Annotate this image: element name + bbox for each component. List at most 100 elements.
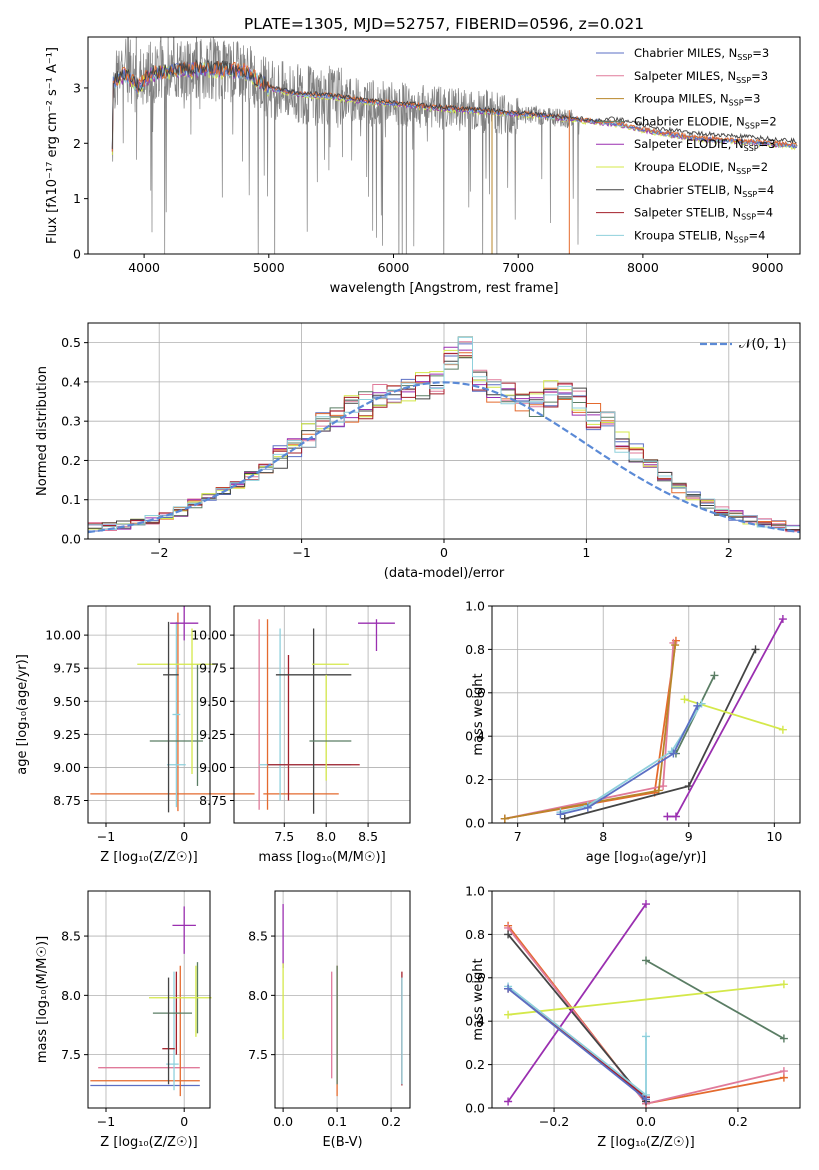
legend-label: Chabrier MILES, NSSP=3 <box>634 46 769 62</box>
x-tick-label: 1 <box>582 545 590 560</box>
data-point <box>778 725 787 734</box>
mass-weight-vs-age-panel: 7 8 9 10 0.0 0.2 0.4 0.6 0.8 1.0 age [log₁₀(age/yr… <box>465 599 801 865</box>
y-tick-label: 0.0 <box>61 532 81 547</box>
data-point <box>663 812 672 821</box>
x-tick-label: 7 <box>514 829 522 844</box>
data-point <box>504 1097 513 1106</box>
y-tick-label: 2 <box>73 136 81 151</box>
y-tick-label: 9.75 <box>53 661 81 676</box>
axes-frame <box>87 36 801 255</box>
axes-frame <box>87 605 211 824</box>
data-point <box>560 814 569 823</box>
x-axis-label: mass [log₁₀(M/M☉)] <box>258 850 385 865</box>
series-line <box>504 644 676 820</box>
spectrum-lines <box>111 37 798 254</box>
x-axis-label: E(B-V) <box>322 1135 362 1150</box>
data-point <box>583 803 592 812</box>
legend-label: Salpeter ELODIE, NSSP=3 <box>634 137 776 153</box>
mass-weight-vs-metallicity-panel: −0.2 0.0 0.2 0.0 0.2 0.4 0.6 0.8 1.0 Z [log₁₀(Z/Z… <box>465 884 801 1150</box>
x-tick-label: 9 <box>685 829 693 844</box>
legend-label: Kroupa ELODIE, NSSP=2 <box>634 160 768 176</box>
legend-label: 𝒩(0, 1) <box>739 337 786 352</box>
y-tick-label: 9.25 <box>199 727 227 742</box>
x-axis-label: wavelength [Angstrom, rest frame] <box>330 281 559 296</box>
data-point <box>779 1067 788 1076</box>
x-tick-label: −1 <box>292 545 310 560</box>
y-tick-label: 0.8 <box>465 927 485 942</box>
age-vs-mass-panel: 7.5 8.0 8.5 8.75 9.00 9.25 9.50 9.75 10.00 mass [… <box>191 605 411 865</box>
data-point <box>556 810 565 819</box>
legend-label: Salpeter STELIB, NSSP=4 <box>634 206 773 222</box>
x-axis-label: Z [log₁₀(Z/Z☉)] <box>100 1135 197 1150</box>
data-point <box>778 615 787 624</box>
series-line <box>508 983 784 1016</box>
x-tick-label: 0 <box>180 1114 188 1129</box>
x-axis-label: age [log₁₀(age/yr)] <box>586 850 707 865</box>
y-axis-label: Flux [fλ10⁻¹⁷ erg cm⁻² s⁻¹ A⁻¹] <box>45 47 60 244</box>
model-spectrum <box>111 58 797 150</box>
y-tick-label: 1.0 <box>465 599 485 614</box>
data-point <box>669 749 678 758</box>
y-tick-label: 8.0 <box>61 988 81 1003</box>
x-tick-label: 5000 <box>253 260 285 275</box>
y-tick-label: 9.25 <box>53 727 81 742</box>
x-tick-label: 8000 <box>627 260 659 275</box>
x-tick-label: 8 <box>599 829 607 844</box>
y-tick-label: 0.8 <box>465 642 485 657</box>
x-tick-label: 10 <box>766 829 782 844</box>
y-tick-label: 0.6 <box>465 685 485 700</box>
series-line <box>645 959 785 1040</box>
series-line <box>564 649 757 820</box>
x-axis-label: (data-model)/error <box>384 566 505 581</box>
y-tick-label: 9.00 <box>199 760 227 775</box>
y-tick-label: 9.00 <box>53 760 81 775</box>
legend-label: Kroupa MILES, NSSP=3 <box>634 92 760 108</box>
data-point <box>504 1010 513 1019</box>
data-point <box>693 701 702 710</box>
y-tick-label: 0.2 <box>465 1057 485 1072</box>
mass-vs-metallicity-panel: −1 0 7.5 8.0 8.5 Z [log₁₀(Z/Z☉)] mass [log₁₀(M… <box>35 890 212 1150</box>
histograms <box>88 336 800 534</box>
x-tick-label: −1 <box>97 1114 115 1129</box>
y-tick-label: 0.4 <box>61 374 81 389</box>
normal-curve <box>88 381 800 534</box>
x-tick-label: 4000 <box>128 260 160 275</box>
y-tick-label: 0.2 <box>465 772 485 787</box>
legend-label: Salpeter MILES, NSSP=3 <box>634 69 768 85</box>
x-tick-label: 2 <box>725 545 733 560</box>
data-point <box>504 930 513 939</box>
y-tick-label: 1 <box>73 191 81 206</box>
x-tick-label: −2 <box>150 545 168 560</box>
x-axis-label: Z [log₁₀(Z/Z☉)] <box>100 850 197 865</box>
x-tick-label: 0.0 <box>273 1114 293 1129</box>
y-tick-label: 0 <box>73 247 81 262</box>
y-tick-label: 9.50 <box>199 694 227 709</box>
x-tick-label: 0.2 <box>728 1114 748 1129</box>
x-tick-label: 8.0 <box>316 829 336 844</box>
axes-frame <box>274 890 411 1109</box>
residual-histogram <box>88 336 800 530</box>
y-tick-label: 0.0 <box>465 1101 485 1116</box>
y-tick-label: 0.5 <box>61 335 81 350</box>
data-point <box>779 980 788 989</box>
axes-frame <box>87 890 211 1109</box>
y-tick-label: 0.3 <box>61 414 81 429</box>
x-tick-label: 0.1 <box>327 1114 347 1129</box>
y-tick-label: 3 <box>73 80 81 95</box>
y-tick-label: 10.00 <box>191 628 227 643</box>
y-tick-label: 9.50 <box>53 694 81 709</box>
series-line <box>507 933 647 1103</box>
data-point <box>642 900 650 909</box>
x-tick-label: 6000 <box>378 260 410 275</box>
data-point <box>504 984 513 993</box>
data-point <box>671 812 680 821</box>
mass-vs-ebv-panel: 0.0 0.1 0.2 7.5 8.0 8.5 E(B-V) <box>248 890 411 1150</box>
data-point <box>680 695 689 704</box>
data-point <box>659 782 668 791</box>
residual-histogram-panel: −2 −1 0 1 2 0.0 0.1 0.2 0.3 0.4 0.5 (data-model)/er… <box>35 322 801 581</box>
y-tick-label: 8.5 <box>61 929 81 944</box>
y-tick-label: 0.4 <box>465 1014 485 1029</box>
series-line <box>507 903 647 1103</box>
data-point <box>500 814 509 823</box>
